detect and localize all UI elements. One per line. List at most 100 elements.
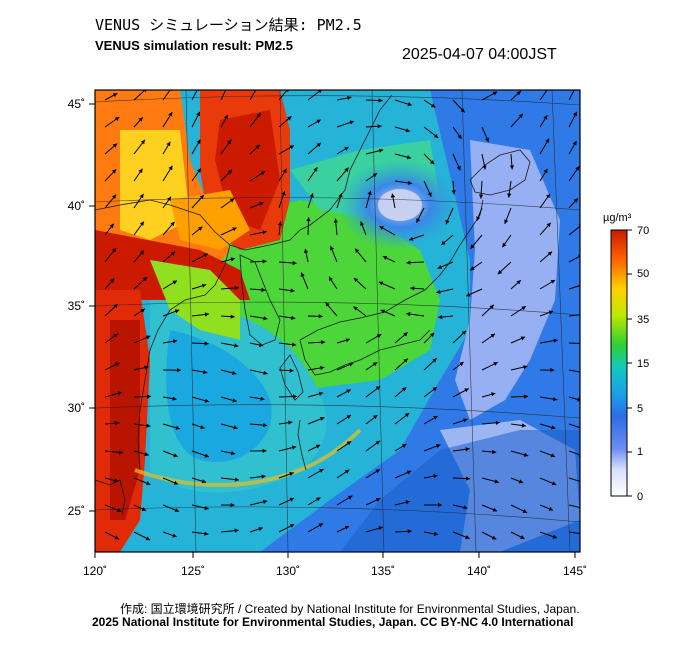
- wind-arrow-head: [401, 444, 407, 448]
- wind-arrow-head: [572, 141, 577, 146]
- wind-arrow-head: [289, 524, 295, 528]
- wind-arrow-head: [112, 143, 118, 148]
- wind-arrow-head: [291, 445, 297, 450]
- wind-arrow-head: [232, 398, 237, 403]
- wind-arrow-head: [375, 440, 380, 445]
- wind-arrow-head: [375, 386, 381, 391]
- wind-arrow-head: [262, 230, 267, 235]
- wind-arrow-head: [196, 139, 201, 144]
- wind-arrow-head: [378, 148, 384, 153]
- wind-arrow-head: [231, 451, 236, 456]
- timestamp: 2025-04-07 04:00JST: [402, 46, 557, 63]
- colorbar-tick-1: 1: [637, 446, 643, 458]
- wind-arrow-head: [347, 495, 353, 500]
- wind-arrow-head: [407, 102, 412, 107]
- wind-arrow-head: [492, 449, 497, 455]
- wind-arrow-head: [451, 190, 456, 195]
- wind-arrow: [568, 477, 580, 482]
- wind-arrow-head: [203, 253, 208, 258]
- wind-arrow-head: [573, 198, 578, 203]
- wind-arrow: [249, 90, 257, 101]
- lat-label-40: 40˚: [68, 199, 85, 213]
- wind-arrow-head: [287, 116, 292, 121]
- wind-arrow-head: [289, 497, 295, 502]
- wind-arrow-head: [546, 222, 551, 228]
- colorbar-tick-50: 50: [637, 268, 649, 280]
- wind-arrow-head: [139, 193, 144, 199]
- wind-arrow-head: [230, 502, 235, 508]
- wind-arrow-head: [524, 394, 528, 399]
- wind-arrow-head: [177, 368, 181, 373]
- wind-arrow-head: [520, 336, 526, 341]
- wind-arrow-head: [113, 304, 118, 309]
- copyright-line: 2025 National Institute for Environmenta…: [92, 615, 574, 629]
- wind-arrow-head: [476, 216, 481, 221]
- wind-arrow-head: [405, 128, 410, 133]
- wind-arrow-head: [470, 266, 475, 271]
- wind-arrow-head: [229, 198, 235, 203]
- wind-arrow-head: [492, 91, 498, 96]
- wind-arrow-head: [306, 217, 311, 222]
- wind-arrow-head: [281, 191, 286, 196]
- wind-arrow-head: [110, 278, 115, 283]
- wind-arrow-head: [290, 288, 295, 293]
- wind-arrow: [568, 369, 580, 373]
- wind-arrow-head: [546, 193, 550, 199]
- wind-arrow-head: [112, 194, 117, 199]
- wind-arrow-head: [317, 90, 322, 94]
- wind-arrow-head: [550, 367, 555, 373]
- wind-arrow-head: [292, 260, 297, 266]
- wind-arrow-head: [200, 425, 205, 430]
- wind-arrow-head: [201, 283, 207, 288]
- wind-arrow-head: [482, 165, 487, 170]
- wind-arrow-head: [460, 108, 465, 113]
- wind-arrow-head: [231, 370, 237, 375]
- wind-arrow-head: [196, 168, 201, 173]
- colorbar: µg/m³ 70 50 35 15 5 1 0: [603, 212, 649, 503]
- wind-arrow-head: [117, 391, 122, 396]
- wind-arrow-head: [372, 362, 378, 367]
- wind-arrow-head: [353, 278, 359, 283]
- wind-arrow-head: [172, 280, 177, 285]
- wind-arrow: [220, 90, 227, 101]
- wind-arrow: [568, 255, 580, 263]
- wind-arrow-head: [491, 392, 496, 397]
- wind-arrow-head: [466, 292, 471, 297]
- wind-arrow-head: [543, 115, 548, 120]
- wind-arrow-head: [573, 111, 577, 117]
- wind-arrow-head: [553, 397, 558, 402]
- coastlines: [95, 94, 531, 516]
- map-frame: [94, 89, 581, 553]
- wind-arrow-head: [316, 119, 321, 124]
- wind-arrow: [568, 423, 580, 429]
- wind-arrow-head: [349, 120, 354, 125]
- wind-arrow-head: [289, 368, 294, 373]
- wind-arrow-head: [382, 256, 388, 260]
- wind-arrow-head: [432, 387, 437, 392]
- wind-arrow-head: [255, 144, 260, 150]
- wind-arrow-head: [410, 286, 415, 291]
- wind-arrow-head: [258, 342, 264, 348]
- wind-arrow-head: [407, 180, 412, 185]
- wind-arrow-head: [321, 340, 326, 345]
- wind-arrow-head: [300, 272, 305, 277]
- wind-arrow-head: [466, 476, 470, 481]
- wind-arrow-head: [146, 335, 151, 340]
- wind-arrow-head: [491, 535, 497, 540]
- wind-arrow-head: [495, 420, 500, 425]
- wind-arrow: [568, 450, 580, 456]
- wind-arrow-head: [489, 304, 494, 310]
- wind-arrow-head: [223, 114, 228, 120]
- wind-arrow-head: [167, 196, 171, 202]
- wind-arrow-head: [377, 124, 382, 129]
- wind-arrow-head: [173, 480, 179, 485]
- wind-arrow-head: [457, 134, 462, 139]
- wind-arrow-head: [406, 311, 411, 317]
- wind-arrow: [539, 90, 548, 101]
- wind-arrow-head: [367, 190, 372, 195]
- wind-arrow-head: [516, 91, 521, 96]
- wind-arrow-head: [492, 507, 497, 512]
- wind-arrow-head: [230, 314, 235, 319]
- wind-arrow-head: [344, 526, 349, 530]
- wind-arrow-head: [166, 141, 171, 147]
